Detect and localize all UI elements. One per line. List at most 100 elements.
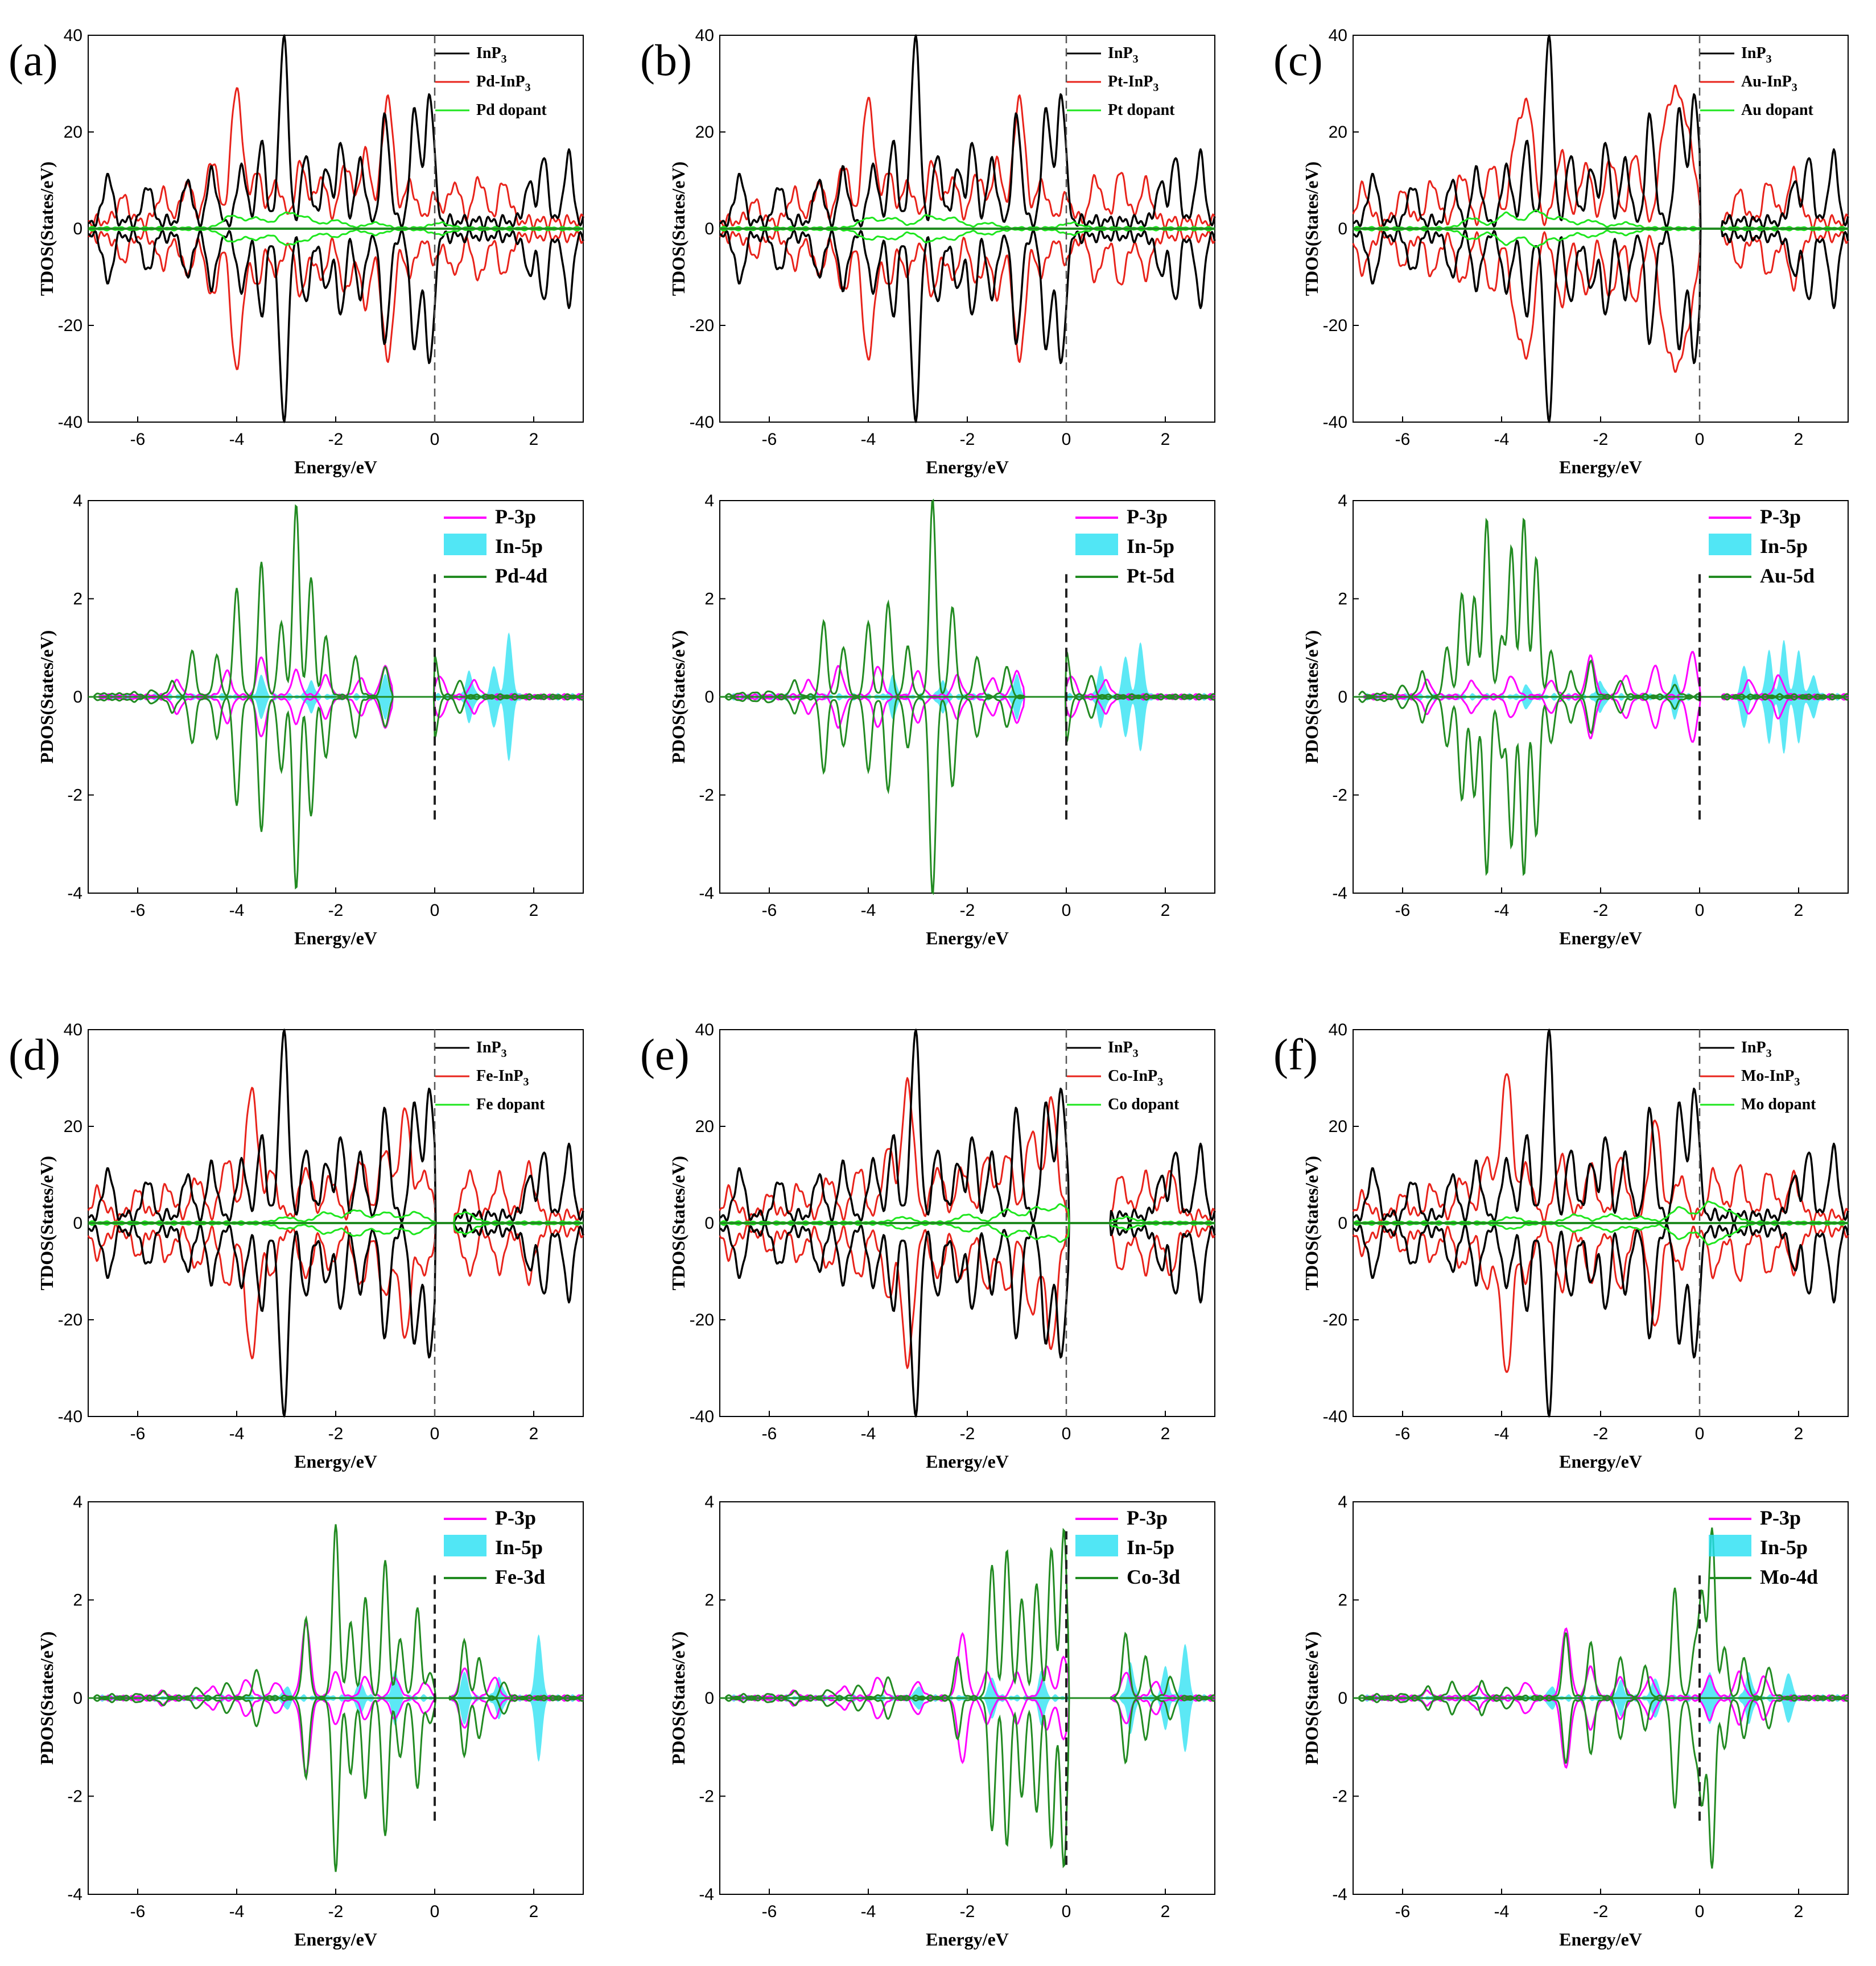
pdos-plot-c: -6 -4 -2 0 2 -4 -2 0 2 4 Energy/eV PDOS(States/eV) P… — [1301, 491, 1849, 948]
x-tick-label: -4 — [1494, 1902, 1510, 1921]
y-axis-label: PDOS(States/eV) — [668, 630, 688, 764]
host-line-spin-down — [88, 228, 584, 423]
y-tick-label: 0 — [73, 1214, 83, 1233]
x-tick-label: -6 — [130, 901, 146, 920]
p3p-line-spin-up — [730, 1632, 1215, 1699]
y-tick-label: -40 — [58, 413, 83, 432]
y-tick-label: 20 — [695, 123, 714, 142]
host-line-spin-up — [1353, 1029, 1849, 1224]
panel-label-b: (b) — [640, 35, 692, 85]
y-tick-label: -4 — [67, 884, 83, 903]
x-tick-label: -6 — [762, 901, 777, 920]
x-axis-label: Energy/eV — [294, 457, 377, 477]
x-tick-label: 0 — [1695, 430, 1705, 449]
pdos-plot-b: -6 -4 -2 0 2 -4 -2 0 2 4 Energy/eV PDOS(States/eV) P… — [668, 491, 1215, 948]
x-axis-label: Energy/eV — [926, 457, 1009, 477]
x-tick-label: -6 — [1395, 1424, 1411, 1443]
tdos-plot-e: -6 -4 -2 0 2-40-2002040Energy/eVTDOS(States/… — [668, 1021, 1216, 1472]
y-tick-label: -4 — [67, 1885, 83, 1904]
legend-label-dband: Pt-5d — [1127, 564, 1174, 587]
legend-swatch-in5p — [1709, 534, 1751, 555]
pdos-plot-e: -6 -4 -2 0 2 -4 -2 0 2 4 Energy/eV PDOS(States/eV) P… — [668, 1493, 1215, 1950]
host-line-spin-down — [1353, 228, 1849, 423]
y-tick-label: 2 — [704, 590, 714, 609]
legend-label-doped: Au-InP3 — [1741, 73, 1797, 94]
tdos-plot-d: -6 -4 -2 0 2-40-2002040Energy/eVTDOS(States/… — [36, 1021, 584, 1472]
dband-line-spin-up — [1358, 517, 1849, 698]
x-tick-label: 2 — [1161, 901, 1170, 920]
y-tick-label: -20 — [58, 316, 83, 335]
in5p-area-spin-down — [1363, 697, 1848, 754]
x-axis-label: Energy/eV — [294, 928, 377, 948]
x-tick-label: 0 — [430, 1424, 440, 1443]
y-tick-label: 20 — [1329, 123, 1347, 142]
y-tick-label: -40 — [690, 1407, 714, 1426]
x-tick-label: -6 — [130, 430, 146, 449]
tdos-plot-a: -6 -4 -2 0 2-40-2002040Energy/eVTDOS(States/… — [36, 26, 584, 477]
dband-line-spin-up — [93, 504, 584, 698]
x-tick-label: 0 — [1695, 901, 1705, 920]
x-tick-label: 0 — [1695, 1902, 1705, 1921]
y-tick-label: 0 — [704, 688, 714, 707]
dband-line-spin-up — [725, 498, 1215, 698]
y-tick-label: 0 — [704, 220, 714, 238]
y-tick-label: 0 — [1338, 1214, 1347, 1233]
legend-label-host: InP3 — [1741, 44, 1772, 65]
y-tick-label: 40 — [64, 1021, 83, 1039]
legend-label-host: InP3 — [476, 44, 507, 65]
p3p-line-spin-down — [1363, 1697, 1849, 1769]
y-tick-label: 0 — [73, 1689, 83, 1708]
y-tick-label: 0 — [73, 688, 83, 707]
y-tick-label: 2 — [704, 1591, 714, 1610]
x-axis-label: Energy/eV — [926, 1451, 1009, 1472]
legend-label-doped: Co-InP3 — [1108, 1067, 1163, 1088]
x-tick-label: 2 — [529, 1424, 539, 1443]
x-axis-label: Energy/eV — [294, 1929, 377, 1950]
legend-label-dopant: Co dopant — [1108, 1096, 1180, 1113]
y-tick-label: 0 — [704, 1214, 714, 1233]
x-axis-label: Energy/eV — [294, 1451, 377, 1472]
y-axis-label: TDOS(States/eV) — [668, 162, 688, 296]
legend-label-dband: Mo-4d — [1760, 1566, 1818, 1588]
legend-label-in5p: In-5p — [1127, 1536, 1174, 1559]
y-tick-label: 4 — [1338, 1493, 1347, 1511]
x-tick-label: -2 — [328, 1424, 344, 1443]
legend-label-dband: Au-5d — [1760, 564, 1815, 587]
in5p-area-spin-up — [1363, 640, 1848, 697]
doped-line-spin-up — [88, 87, 584, 230]
legend-label-in5p: In-5p — [1760, 535, 1808, 557]
host-line-spin-up — [1353, 34, 1849, 230]
y-tick-label: -20 — [58, 1311, 83, 1329]
y-tick-label: 0 — [1338, 688, 1347, 707]
y-tick-label: 4 — [1338, 491, 1347, 510]
x-tick-label: -4 — [1494, 430, 1510, 449]
x-tick-label: -4 — [229, 1424, 245, 1443]
x-tick-label: -2 — [960, 901, 975, 920]
x-tick-label: 2 — [1794, 901, 1804, 920]
dband-line-spin-up — [725, 1527, 1215, 1699]
doped-line-spin-down — [719, 1222, 1216, 1369]
x-axis-label: Energy/eV — [926, 928, 1009, 948]
x-tick-label: -2 — [960, 430, 975, 449]
y-tick-label: -20 — [690, 316, 714, 335]
x-tick-label: -4 — [1494, 901, 1510, 920]
tdos-plot-b: -6 -4 -2 0 2-40-2002040Energy/eVTDOS(States/… — [668, 26, 1216, 477]
legend-label-doped: Fe-InP3 — [476, 1067, 529, 1088]
x-tick-label: 2 — [1161, 1902, 1170, 1921]
legend-label-dband: Fe-3d — [495, 1566, 545, 1588]
y-tick-label: -2 — [67, 1787, 83, 1806]
x-tick-label: -2 — [960, 1902, 975, 1921]
x-tick-label: -2 — [328, 901, 344, 920]
legend-label-dopant: Au dopant — [1741, 101, 1814, 119]
x-tick-label: -2 — [328, 430, 344, 449]
x-tick-label: 0 — [430, 901, 440, 920]
tdos-plot-f: -6 -4 -2 0 2-40-2002040Energy/eVTDOS(States/… — [1301, 1021, 1849, 1472]
doped-line-spin-down — [87, 1222, 584, 1360]
x-tick-label: -4 — [861, 901, 876, 920]
y-tick-label: 4 — [704, 1493, 714, 1511]
y-tick-label: 2 — [73, 1591, 83, 1610]
x-tick-label: 0 — [430, 1902, 440, 1921]
x-axis-label: Energy/eV — [1559, 928, 1642, 948]
host-line-spin-up — [719, 34, 1216, 230]
